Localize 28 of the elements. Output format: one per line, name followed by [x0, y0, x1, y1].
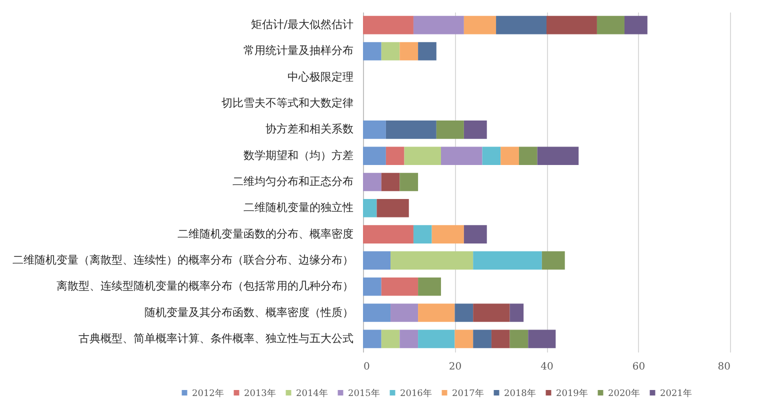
legend-label: 2019年: [556, 388, 588, 399]
legend-label: 2012年: [192, 388, 224, 399]
x-tick-label: 80: [718, 362, 730, 372]
legend-label: 2015年: [348, 388, 380, 399]
x-tick-label: 20: [448, 362, 462, 372]
y-tick-label: 切比雪夫不等式和大数定律: [222, 96, 354, 110]
y-tick-label: 二维随机变量（离散型、连续性）的概率分布（联合分布、边缘分布）: [12, 253, 354, 266]
x-tick-label: 0: [364, 362, 370, 372]
y-tick-label: 二维随机变量的独立性: [244, 201, 354, 214]
legend-label: 2016年: [400, 388, 432, 399]
legend-label: 2014年: [296, 388, 328, 399]
legend-label: 2017年: [452, 388, 484, 399]
y-tick-label: 常用统计量及抽样分布: [244, 44, 354, 58]
legend-label: 2018年: [504, 388, 536, 399]
y-tick-label: 二维均匀分布和正态分布: [232, 175, 354, 188]
y-tick-label: 二维随机变量函数的分布、概率密度: [178, 227, 354, 240]
y-tick-label: 离散型、连续型随机变量的概率分布（包括常用的几种分布）: [56, 280, 354, 293]
legend-label: 2021年: [660, 388, 692, 399]
x-tick-label: 40: [540, 362, 554, 372]
y-tick-label: 古典概型、简单概率计算、条件概率、独立性与五大公式: [78, 332, 354, 345]
legend-label: 2020年: [608, 388, 640, 399]
legend-label: 2013年: [244, 388, 276, 399]
y-tick-label: 随机变量及其分布函数、概率密度（性质）: [144, 306, 354, 319]
y-tick-label: 数学期望和（均）方差: [244, 148, 354, 162]
y-tick-label: 协方差和相关系数: [266, 122, 354, 136]
x-tick-label: 60: [632, 362, 646, 372]
y-tick-label: 矩估计/最大似然估计: [250, 18, 354, 32]
y-tick-label: 中心极限定理: [288, 70, 354, 84]
